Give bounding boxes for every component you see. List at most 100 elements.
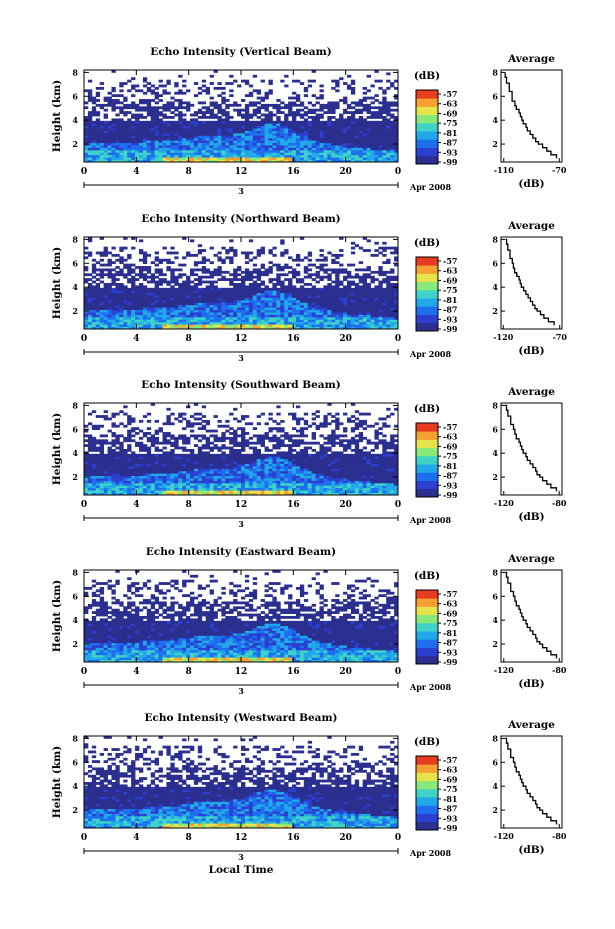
y-tick-label: 2 bbox=[72, 805, 78, 815]
profile-y-tick-label: 8 bbox=[492, 567, 498, 577]
profile-y-tick-label: 2 bbox=[492, 639, 498, 649]
x-tick-label: 12 bbox=[235, 167, 248, 177]
profile-title: Average bbox=[507, 220, 555, 232]
profile-x-tick-label: -110 bbox=[494, 165, 514, 175]
date-label: Apr 2008 bbox=[409, 182, 452, 192]
y-tick-label: 6 bbox=[72, 757, 78, 767]
profile-y-tick-label: 2 bbox=[492, 306, 498, 316]
x-tick-label: 8 bbox=[186, 500, 192, 510]
x-tick-label: 16 bbox=[287, 833, 300, 843]
echo-heatmap bbox=[84, 403, 399, 496]
colorbar-label: -63 bbox=[443, 266, 458, 276]
x-tick-label: 16 bbox=[287, 667, 300, 677]
y-tick-label: 6 bbox=[72, 258, 78, 268]
y-tick-label: 4 bbox=[72, 781, 78, 791]
colorbar-label: -69 bbox=[443, 774, 458, 784]
x-tick-label: 12 bbox=[235, 334, 248, 344]
x-tick-label: 8 bbox=[186, 667, 192, 677]
y-axis-label: Height (km) bbox=[51, 80, 63, 152]
average-profile-line bbox=[505, 571, 558, 659]
profile-y-tick-label: 8 bbox=[492, 67, 498, 77]
colorbar-label: -99 bbox=[443, 657, 458, 667]
profile-x-tick-label: -120 bbox=[493, 332, 513, 342]
echo-heatmap bbox=[84, 70, 399, 163]
x-tick-label: 0 bbox=[395, 500, 401, 510]
date-label: Apr 2008 bbox=[409, 515, 452, 525]
colorbar-label: -99 bbox=[443, 823, 458, 833]
profile-frame bbox=[500, 402, 563, 496]
y-axis-label: Height (km) bbox=[51, 580, 63, 652]
profile-frame bbox=[500, 735, 563, 829]
profile-x-tick-label: -120 bbox=[494, 665, 514, 675]
x-tick-label: 4 bbox=[133, 167, 139, 177]
y-tick-label: 2 bbox=[72, 639, 78, 649]
profile-x-label: (dB) bbox=[518, 844, 544, 856]
x-tick-label: 0 bbox=[395, 167, 401, 177]
x-tick-label: 4 bbox=[133, 334, 139, 344]
profile-x-tick-label: -70 bbox=[553, 332, 568, 342]
colorbar-label: -75 bbox=[443, 285, 457, 295]
colorbar-unit: (dB) bbox=[414, 403, 440, 415]
panel-3 bbox=[83, 402, 563, 521]
colorbar-label: -69 bbox=[443, 108, 458, 118]
x-tick-label: 4 bbox=[133, 667, 139, 677]
y-tick-label: 8 bbox=[72, 567, 78, 577]
profile-x-tick-label: -70 bbox=[552, 165, 567, 175]
colorbar bbox=[415, 256, 441, 332]
profile-x-tick-label: -80 bbox=[552, 831, 567, 841]
day-label: 3 bbox=[238, 186, 244, 196]
profile-y-tick-label: 6 bbox=[492, 591, 498, 601]
x-tick-label: 20 bbox=[339, 667, 352, 677]
profile-y-tick-label: 6 bbox=[492, 258, 498, 268]
colorbar-label: -57 bbox=[443, 755, 457, 765]
colorbar-label: -57 bbox=[443, 89, 457, 99]
profile-y-tick-label: 8 bbox=[492, 400, 498, 410]
y-tick-label: 6 bbox=[72, 591, 78, 601]
panel-title: Echo Intensity (Vertical Beam) bbox=[150, 46, 331, 58]
profile-x-tick-label: -120 bbox=[494, 498, 514, 508]
x-tick-label: 16 bbox=[287, 500, 300, 510]
x-axis-label: Local Time bbox=[209, 864, 274, 876]
profile-x-tick-label: -120 bbox=[494, 831, 514, 841]
x-tick-label: 4 bbox=[133, 833, 139, 843]
profile-x-label: (dB) bbox=[518, 178, 544, 190]
profile-y-tick-label: 2 bbox=[492, 805, 498, 815]
colorbar-label: -75 bbox=[443, 451, 457, 461]
y-tick-label: 2 bbox=[72, 306, 78, 316]
x-tick-label: 12 bbox=[235, 833, 248, 843]
colorbar-label: -93 bbox=[443, 147, 458, 157]
colorbar-label: -69 bbox=[443, 441, 458, 451]
x-tick-label: 8 bbox=[186, 167, 192, 177]
colorbar-label: -99 bbox=[443, 324, 458, 334]
colorbar-label: -87 bbox=[443, 471, 457, 481]
x-tick-label: 20 bbox=[339, 833, 352, 843]
profile-y-tick-label: 4 bbox=[492, 781, 498, 791]
average-profile-line bbox=[505, 737, 558, 825]
profile-y-tick-label: 4 bbox=[492, 282, 498, 292]
y-tick-label: 8 bbox=[72, 400, 78, 410]
x-tick-label: 20 bbox=[339, 334, 352, 344]
panel-title: Echo Intensity (Westward Beam) bbox=[144, 712, 337, 724]
colorbar-label: -69 bbox=[443, 275, 458, 285]
echo-heatmap bbox=[84, 237, 399, 330]
profile-y-tick-label: 6 bbox=[492, 91, 498, 101]
colorbar-label: -69 bbox=[443, 608, 458, 618]
colorbar-label: -81 bbox=[443, 295, 457, 305]
y-tick-label: 8 bbox=[72, 234, 78, 244]
profile-y-tick-label: 6 bbox=[492, 424, 498, 434]
profile-y-tick-label: 8 bbox=[492, 733, 498, 743]
date-label: Apr 2008 bbox=[409, 349, 452, 359]
colorbar-unit: (dB) bbox=[414, 570, 440, 582]
y-tick-label: 8 bbox=[72, 67, 78, 77]
day-label: 3 bbox=[238, 519, 244, 529]
profile-x-tick-label: -80 bbox=[552, 498, 567, 508]
profile-y-tick-label: 4 bbox=[492, 115, 498, 125]
colorbar-label: -81 bbox=[443, 794, 457, 804]
average-profile-line bbox=[505, 238, 555, 326]
colorbar bbox=[415, 589, 441, 665]
colorbar-unit: (dB) bbox=[414, 70, 440, 82]
colorbar-label: -81 bbox=[443, 461, 457, 471]
panel-5 bbox=[83, 735, 563, 854]
x-tick-label: 0 bbox=[81, 167, 87, 177]
colorbar bbox=[415, 755, 441, 831]
